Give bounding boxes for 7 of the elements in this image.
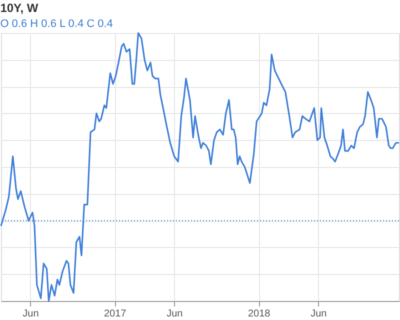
x-tick-label: Jun [166, 308, 183, 320]
x-tick-label: Jun [310, 308, 327, 320]
x-tick-label: 2018 [248, 308, 271, 320]
x-tick-label: Jun [22, 308, 39, 320]
x-tick-label: 2017 [104, 308, 127, 320]
text: O 0.6 H 0.6 L 0.4 C 0.4 [0, 18, 113, 30]
chart-title: 10Y, W [0, 1, 39, 16]
